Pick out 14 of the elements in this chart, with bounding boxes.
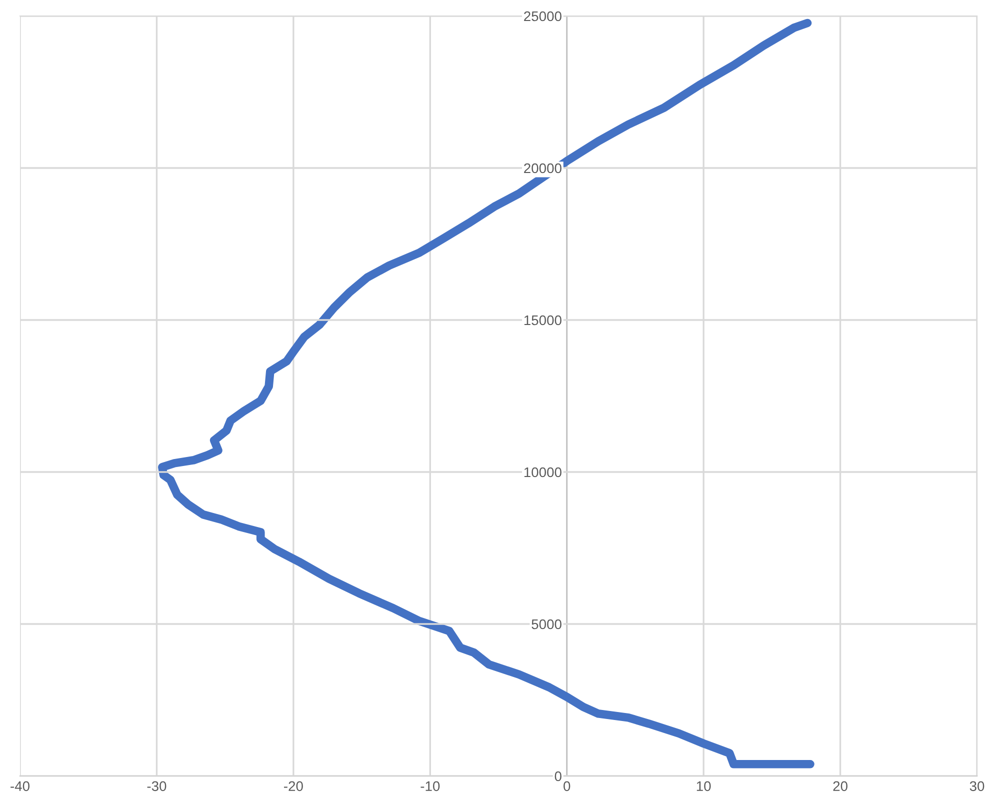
x-tick-label: -20 [284,781,303,792]
y-tick-label: 15000 [524,315,562,326]
x-tick-label: -10 [420,781,440,792]
x-tick-label: -40 [10,781,30,792]
x-tick-label: 0 [564,781,570,792]
y-tick-label: 5000 [532,619,562,630]
y-tick-label: 10000 [524,467,562,478]
y-tick-label: 20000 [524,163,562,174]
x-tick-label: -30 [147,781,166,792]
y-tick-label: 25000 [524,11,562,22]
x-tick-label: 20 [833,781,848,792]
y-tick-label: 0 [554,771,562,782]
x-tick-label: 30 [970,781,984,792]
x-tick-label: 10 [696,781,711,792]
